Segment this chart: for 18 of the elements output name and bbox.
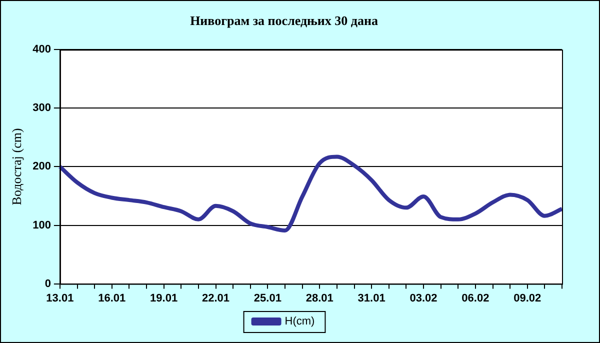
x-tick-label: 09.02 xyxy=(514,292,542,304)
x-tick-label: 31.01 xyxy=(358,292,386,304)
x-tick-label: 28.01 xyxy=(306,292,334,304)
x-tick-label: 06.02 xyxy=(462,292,490,304)
y-axis-title: Водостај (cm) xyxy=(9,128,24,206)
legend-label: H(cm) xyxy=(284,316,315,328)
y-tick-label: 200 xyxy=(32,160,51,173)
y-tick-label: 300 xyxy=(32,102,51,114)
y-tick-label: 0 xyxy=(44,278,51,290)
x-tick-label: 03.02 xyxy=(410,292,438,304)
x-tick-label: 25.01 xyxy=(254,292,282,304)
x-tick-label: 19.01 xyxy=(150,292,178,304)
x-tick-label: 13.01 xyxy=(46,292,74,304)
chart-title: Нивограм за последњих 30 дана xyxy=(190,13,378,28)
y-tick-label: 100 xyxy=(32,219,51,232)
x-tick-label: 22.01 xyxy=(202,292,230,304)
x-tick-label: 16.01 xyxy=(98,292,126,304)
y-tick-label: 400 xyxy=(32,44,51,56)
